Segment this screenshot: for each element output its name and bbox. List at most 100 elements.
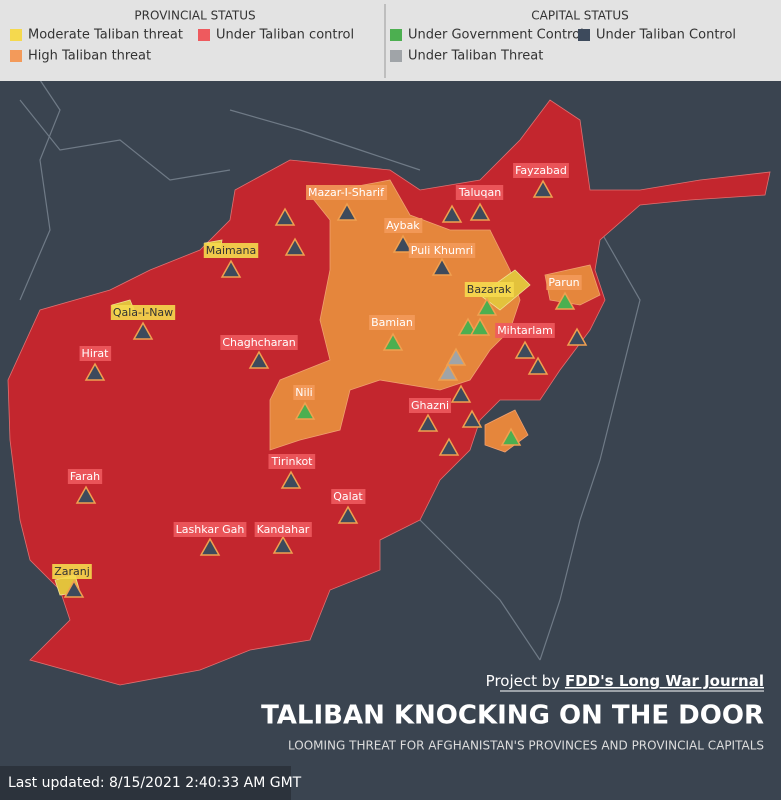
city-label: Bazarak xyxy=(464,282,514,297)
city-label-bg xyxy=(293,385,315,400)
city-name: Parun xyxy=(548,276,579,289)
legend-label: Under Taliban Threat xyxy=(408,49,543,64)
capital-marker xyxy=(84,362,106,381)
city-label-bg xyxy=(513,163,569,178)
city-label: Nili xyxy=(293,385,315,400)
city-label-bg xyxy=(220,335,298,350)
city-label: Parun xyxy=(546,275,582,290)
legend-label: High Taliban threat xyxy=(28,49,151,64)
capital-marker xyxy=(469,202,491,221)
legend-label: Under Taliban Control xyxy=(596,28,736,43)
city-label: Hirat xyxy=(79,346,112,361)
legend-swatch xyxy=(390,50,402,62)
city-label-bg xyxy=(254,522,312,537)
city-label: Chaghcharan xyxy=(220,335,298,350)
city-name: Kandahar xyxy=(257,523,310,536)
city-name: Puli Khumri xyxy=(411,244,473,257)
updated-bg xyxy=(0,766,291,800)
city-label: Kandahar xyxy=(254,522,312,537)
city-name: Ghazni xyxy=(411,399,449,412)
city-label-bg xyxy=(546,275,582,290)
city-name: Hirat xyxy=(82,347,110,360)
city-name: Mihtarlam xyxy=(497,324,553,337)
capital-marker xyxy=(337,505,359,524)
capital-marker xyxy=(199,537,221,556)
city-label: Mazar-I-Sharif xyxy=(306,185,388,200)
city-label-bg xyxy=(384,218,423,233)
city-label-bg xyxy=(173,522,247,537)
capital-marker xyxy=(220,259,242,278)
city-name: Farah xyxy=(70,470,100,483)
legend-swatch xyxy=(578,29,590,41)
capital-marker xyxy=(392,234,414,253)
city-label: Qala-I-Naw xyxy=(110,305,176,320)
city-label-bg xyxy=(495,323,555,338)
capital-marker xyxy=(445,347,467,366)
city-label: Mihtarlam xyxy=(495,323,555,338)
capital-marker xyxy=(441,204,463,223)
city-label-bg xyxy=(306,185,388,200)
capital-marker xyxy=(248,350,270,369)
legend-swatch xyxy=(10,50,22,62)
capital-marker xyxy=(284,237,306,256)
capital-marker xyxy=(63,579,85,598)
city-label: Taluqan xyxy=(455,185,504,200)
capital-marker xyxy=(527,356,549,375)
city-name: Taluqan xyxy=(458,186,501,199)
capital-marker xyxy=(272,535,294,554)
city-label: Farah xyxy=(67,469,103,484)
legend-swatch xyxy=(10,29,22,41)
borders xyxy=(19,79,641,661)
city-label: Lashkar Gah xyxy=(173,522,247,537)
capital-marker xyxy=(417,413,439,432)
legend-swatch xyxy=(390,29,402,41)
city-label-bg xyxy=(268,454,316,469)
legend-label: Moderate Taliban threat xyxy=(28,28,183,43)
capital-marker xyxy=(554,291,576,310)
city-label: Qalat xyxy=(331,489,366,504)
capital-marker xyxy=(469,317,491,336)
capital-marker xyxy=(294,401,316,420)
city-label: Fayzabad xyxy=(513,163,569,178)
credit-source: FDD's Long War Journal xyxy=(565,672,764,690)
legend-title: CAPITAL STATUS xyxy=(531,9,629,23)
capital-marker xyxy=(437,362,459,381)
capital-marker xyxy=(566,327,588,346)
capital-marker xyxy=(476,297,498,316)
city-label-bg xyxy=(79,346,112,361)
capital-marker xyxy=(461,409,483,428)
city-label-bg xyxy=(67,469,103,484)
city-name: Chaghcharan xyxy=(222,336,295,349)
capital-marker xyxy=(438,437,460,456)
subtitle: LOOMING THREAT FOR AFGHANISTAN'S PROVINC… xyxy=(288,739,764,753)
city-name: Qalat xyxy=(333,490,363,503)
capital-marker xyxy=(274,207,296,226)
city-name: Fayzabad xyxy=(515,164,567,177)
city-label-bg xyxy=(464,282,514,297)
credit-prefix: Project by xyxy=(486,672,561,690)
city-label-bg xyxy=(203,243,259,258)
afghanistan xyxy=(7,99,771,686)
city-label-bg xyxy=(408,243,476,258)
city-label: Tirinkot xyxy=(268,454,316,469)
city-name: Tirinkot xyxy=(270,455,313,468)
capital-marker xyxy=(514,340,536,359)
city-label: Bamian xyxy=(369,315,415,330)
capital-marker xyxy=(382,332,404,351)
city-label: Zaranj xyxy=(52,564,92,579)
city-label-bg xyxy=(455,185,504,200)
capital-marker xyxy=(280,470,302,489)
city-name: Qala-I-Naw xyxy=(113,306,173,319)
city-name: Lashkar Gah xyxy=(176,523,245,536)
title: TALIBAN KNOCKING ON THE DOOR xyxy=(261,701,764,731)
city-name: Bazarak xyxy=(467,283,512,296)
legend-label: Under Government Control xyxy=(408,28,584,43)
city-label: Aybak xyxy=(384,218,423,233)
city-name: Zaranj xyxy=(54,565,90,578)
city-name: Maimana xyxy=(206,244,256,257)
credit: Project by FDD's Long War Journal xyxy=(486,672,764,690)
city-name: Aybak xyxy=(386,219,420,232)
capital-marker xyxy=(336,202,358,221)
city-label: Maimana xyxy=(203,243,259,258)
